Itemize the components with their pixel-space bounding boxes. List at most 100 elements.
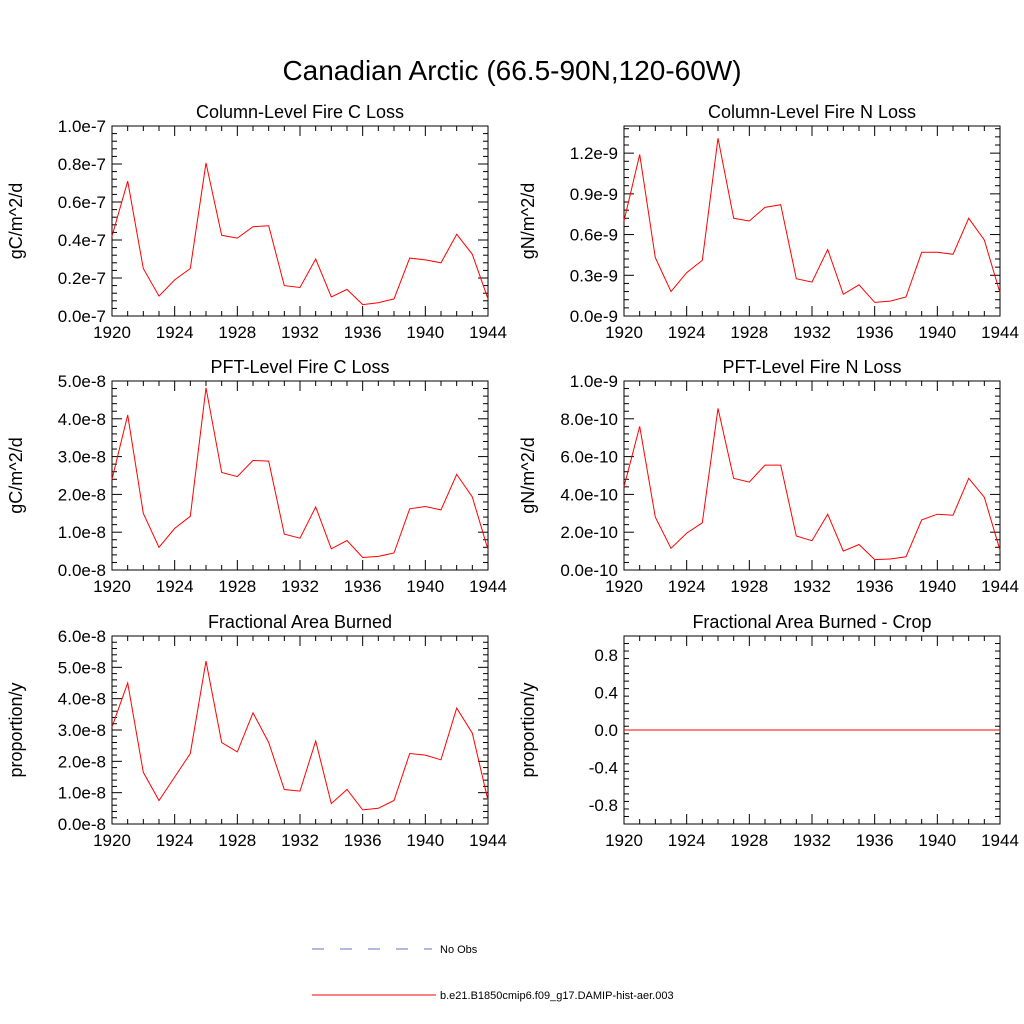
y-axis-label: gC/m^2/d: [6, 437, 26, 513]
x-tick-label: 1940: [918, 577, 956, 596]
x-tick-label: 1924: [156, 831, 194, 850]
y-tick-label: 0.6e-7: [58, 193, 106, 212]
y-tick-label: 8.0e-10: [560, 410, 618, 429]
x-tick-label: 1944: [981, 831, 1019, 850]
x-tick-label: 1924: [156, 577, 194, 596]
y-tick-label: 1.0e-8: [58, 784, 106, 803]
x-tick-label: 1920: [605, 577, 643, 596]
x-tick-label: 1940: [406, 323, 444, 342]
x-tick-label: 1944: [469, 323, 507, 342]
y-tick-label: 0.3e-9: [570, 266, 618, 285]
series-line: [111, 387, 489, 559]
x-tick-label: 1940: [918, 323, 956, 342]
y-axis-label: gN/m^2/d: [518, 437, 538, 513]
y-axis-label: proportion/y: [518, 682, 538, 777]
y-tick-label: 0.0e-8: [58, 815, 106, 834]
series-line: [111, 162, 489, 306]
y-tick-label: 0.2e-7: [58, 269, 106, 288]
x-tick-label: 1936: [856, 831, 894, 850]
x-tick-label: 1928: [218, 577, 256, 596]
y-axis-label: proportion/y: [6, 682, 26, 777]
x-tick-label: 1932: [281, 831, 319, 850]
x-tick-label: 1932: [793, 577, 831, 596]
x-tick-label: 1924: [668, 323, 706, 342]
y-tick-label: 3.0e-8: [58, 721, 106, 740]
y-axis-label: gN/m^2/d: [518, 183, 538, 259]
y-tick-label: 0.0: [594, 721, 618, 740]
x-tick-label: 1932: [793, 323, 831, 342]
x-tick-label: 1920: [605, 831, 643, 850]
x-tick-label: 1936: [344, 831, 382, 850]
y-tick-label: 2.0e-8: [58, 752, 106, 771]
x-tick-label: 1924: [668, 577, 706, 596]
x-tick-label: 1920: [605, 323, 643, 342]
y-tick-label: 2.0e-10: [560, 523, 618, 542]
y-tick-label: 0.0e-10: [560, 561, 618, 580]
y-tick-label: 1.0e-9: [570, 372, 618, 391]
y-axis-label: gC/m^2/d: [6, 183, 26, 259]
y-tick-label: 4.0e-8: [58, 410, 106, 429]
x-tick-label: 1932: [281, 323, 319, 342]
series-line: [623, 408, 1001, 561]
x-tick-label: 1936: [856, 577, 894, 596]
series-line: [623, 138, 1001, 303]
y-tick-label: 0.4: [594, 683, 618, 702]
x-tick-label: 1940: [406, 831, 444, 850]
panel-4: PFT-Level Fire N Loss gN/m^2/d 1920 1924 192…: [518, 357, 1019, 596]
x-tick-label: 1932: [793, 831, 831, 850]
x-tick-label: 1920: [93, 831, 131, 850]
panel-title: Fractional Area Burned - Crop: [692, 612, 931, 632]
panel-title: Column-Level Fire N Loss: [708, 102, 916, 122]
panel-title: Fractional Area Burned: [208, 612, 392, 632]
y-tick-label: 4.0e-8: [58, 690, 106, 709]
panel-title: Column-Level Fire C Loss: [196, 102, 404, 122]
x-tick-label: 1928: [218, 323, 256, 342]
y-tick-label: 6.0e-10: [560, 448, 618, 467]
x-tick-label: 1936: [344, 577, 382, 596]
y-tick-label: 0.9e-9: [570, 185, 618, 204]
x-tick-label: 1928: [730, 831, 768, 850]
y-tick-label: 1.0e-8: [58, 523, 106, 542]
panel-title: PFT-Level Fire C Loss: [210, 357, 389, 377]
x-tick-label: 1944: [981, 577, 1019, 596]
figure-title: Canadian Arctic (66.5-90N,120-60W): [282, 55, 741, 86]
x-tick-label: 1944: [469, 577, 507, 596]
y-tick-label: 0.8: [594, 646, 618, 665]
x-tick-label: 1932: [281, 577, 319, 596]
y-tick-label: 0.0e-9: [570, 307, 618, 326]
y-tick-label: 3.0e-8: [58, 448, 106, 467]
x-tick-label: 1924: [156, 323, 194, 342]
y-tick-label: 0.0e-7: [58, 307, 106, 326]
panel-5: Fractional Area Burned proportion/y 1920 19…: [6, 612, 507, 850]
y-tick-label: 0.8e-7: [58, 155, 106, 174]
y-tick-label: -0.4: [589, 759, 618, 778]
y-tick-label: 6.0e-8: [58, 627, 106, 646]
panel-2: Column-Level Fire N Loss gN/m^2/d 1920 1924…: [518, 102, 1019, 342]
y-tick-label: 5.0e-8: [58, 372, 106, 391]
x-tick-label: 1928: [730, 577, 768, 596]
x-tick-label: 1920: [93, 577, 131, 596]
x-tick-label: 1936: [344, 323, 382, 342]
x-tick-label: 1940: [406, 577, 444, 596]
y-tick-label: 0.6e-9: [570, 226, 618, 245]
panel-title: PFT-Level Fire N Loss: [722, 357, 901, 377]
x-tick-label: 1944: [469, 831, 507, 850]
x-tick-label: 1924: [668, 831, 706, 850]
panel-1: Column-Level Fire C Loss gC/m^2/d 1920 1924…: [6, 102, 507, 342]
x-tick-label: 1928: [730, 323, 768, 342]
y-tick-label: 5.0e-8: [58, 658, 106, 677]
y-tick-label: 4.0e-10: [560, 485, 618, 504]
legend-obs-label: No Obs: [440, 944, 478, 956]
legend-model-label: b.e21.B1850cmip6.f09_g17.DAMIP-hist-aer.…: [440, 990, 674, 1002]
y-tick-label: 0.0e-8: [58, 561, 106, 580]
y-tick-label: -0.8: [589, 796, 618, 815]
x-tick-label: 1944: [981, 323, 1019, 342]
legend: No Obs b.e21.B1850cmip6.f09_g17.DAMIP-hi…: [312, 944, 674, 1002]
y-tick-label: 1.2e-9: [570, 144, 618, 163]
panel-3: PFT-Level Fire C Loss gC/m^2/d 1920 1924 192…: [6, 357, 507, 596]
x-tick-label: 1940: [918, 831, 956, 850]
y-tick-label: 1.0e-7: [58, 117, 106, 136]
panel-6: Fractional Area Burned - Crop proportion/…: [518, 612, 1019, 850]
series-line: [111, 661, 489, 811]
